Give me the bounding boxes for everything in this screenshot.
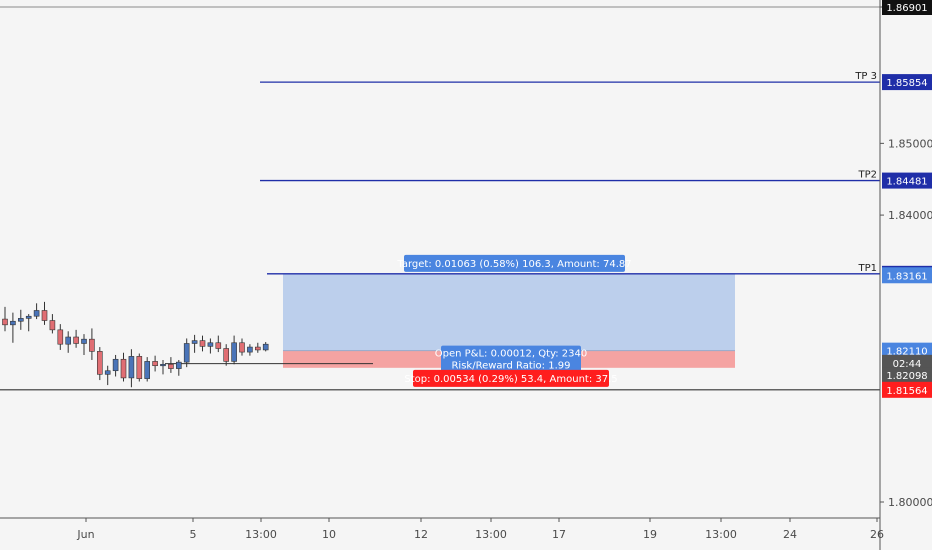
risk-reward-text: Risk/Reward Ratio: 1.99 — [451, 361, 570, 372]
tp-level-label: TP1 — [857, 263, 877, 274]
candle-body — [207, 342, 214, 347]
tp-level-label: TP2 — [857, 170, 877, 181]
time-tick-label: 17 — [552, 528, 566, 541]
candle-body — [191, 340, 198, 344]
candle-body — [10, 320, 16, 326]
time-tick-label: 12 — [414, 528, 428, 541]
open-pl-text: Open P&L: 0.00012, Qty: 2340 — [435, 349, 588, 360]
price-badge-target — [882, 342, 932, 359]
price-badge-stop — [882, 381, 932, 398]
candle-body — [231, 342, 237, 362]
candle-body — [112, 358, 119, 372]
price-badge-text: 1.84481 — [886, 177, 927, 188]
tp-level-label: TP 3 — [854, 71, 877, 82]
candle-body — [239, 342, 245, 353]
price-tick-label: 1.80000 — [888, 496, 932, 509]
candle-body — [49, 320, 56, 331]
price-badge-top — [882, 0, 932, 15]
price-badge-text: 1.82110 — [886, 347, 927, 358]
candle-body — [247, 346, 253, 353]
time-tick-label: 19 — [643, 528, 657, 541]
candle-body — [168, 363, 174, 369]
candle-body — [25, 315, 32, 319]
price-badge-text: 02:44 — [893, 359, 922, 370]
candle-body — [97, 351, 103, 375]
time-tick-label: 24 — [783, 528, 797, 541]
annotation-layer: Target: 0.01063 (0.58%) 106.3, Amount: 7… — [396, 254, 632, 387]
price-badge-current — [882, 367, 932, 384]
candle-body — [57, 329, 64, 345]
candle-body — [120, 358, 127, 379]
candle-body — [104, 370, 111, 375]
candle-body — [41, 310, 48, 321]
time-tick-label: 13:00 — [475, 528, 507, 541]
candle-body — [65, 336, 71, 345]
candle-body — [2, 318, 8, 326]
price-badge-tp — [882, 74, 932, 91]
candle-body — [144, 361, 150, 379]
price-badge-text: 1.86901 — [886, 3, 927, 14]
candle-body — [17, 318, 24, 322]
open-pl-label-box — [441, 345, 581, 373]
target-label-box — [404, 254, 625, 272]
time-tick-label: 5 — [190, 528, 197, 541]
candle-body — [73, 336, 79, 344]
candle-body — [33, 310, 40, 317]
level-line-layer: TP 3 TP2 TP1 — [0, 71, 880, 391]
candle-body — [136, 356, 143, 379]
time-tick-label: 13:00 — [705, 528, 737, 541]
price-badge-target — [882, 267, 932, 284]
price-tick-label: 1.85000 — [888, 137, 932, 150]
stop-label-box — [413, 369, 609, 387]
stop-label-text: Stop: 0.00534 (0.29%) 53.4, Amount: 37.5 — [404, 374, 617, 385]
price-badge-text: 1.83161 — [886, 271, 927, 282]
price-badge-tp — [882, 172, 932, 189]
candle-body — [128, 356, 135, 379]
candle-body — [262, 343, 269, 351]
candle-body — [152, 361, 158, 367]
time-tick-label: 26 — [870, 528, 884, 541]
price-badge-text: 1.82098 — [886, 371, 927, 382]
candle-body — [215, 342, 222, 349]
candle-body — [223, 348, 229, 362]
price-badge-text: 1.85854 — [886, 78, 927, 89]
price-badge-text: 1.81564 — [886, 386, 927, 397]
candles-layer — [2, 301, 269, 388]
time-tick-label: Jun — [76, 528, 94, 541]
candle-body — [81, 338, 87, 344]
candle-body — [255, 346, 261, 351]
time-tick-label: 10 — [322, 528, 336, 541]
target-label-text: Target: 0.01063 (0.58%) 106.3, Amount: 7… — [396, 259, 631, 270]
time-tick-label: 13:00 — [245, 528, 277, 541]
candle-body — [89, 338, 95, 352]
candle-body — [176, 361, 182, 369]
candle-body — [199, 340, 206, 347]
price-tick-label: 1.84000 — [888, 209, 932, 222]
target-zone — [283, 273, 735, 351]
candle-body — [183, 343, 190, 363]
candle-body — [160, 363, 166, 367]
position-zone-layer — [283, 273, 735, 368]
price-badge-timer — [882, 354, 932, 371]
